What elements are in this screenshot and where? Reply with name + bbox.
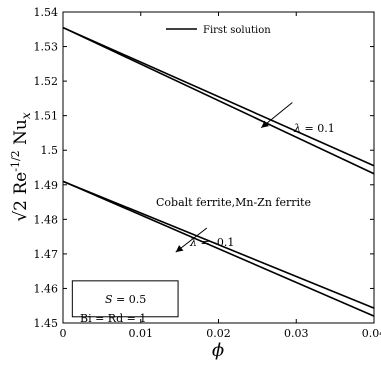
legend-box (160, 18, 290, 40)
legend-label-first-solution: First solution (203, 25, 271, 36)
fluids-annotation: Cobalt ferrite,Mn-Zn ferrite (156, 196, 311, 209)
parameter-box: S = 0.5 Bi = Rd = 1 (71, 280, 179, 325)
y-tick-label: 1.54 (34, 6, 59, 19)
plot-background (63, 12, 374, 323)
x-tick-label: 0.02 (206, 327, 231, 340)
series-line (62, 180, 375, 317)
y-tick-label: 1.49 (34, 179, 59, 192)
y-tick-label: 1.47 (34, 248, 59, 261)
annotation-arrow-head (261, 120, 269, 128)
y-tick-label: 1.46 (34, 282, 59, 295)
legend: First solution (160, 18, 290, 40)
lambda-top-annotation: λ = 0.1 (293, 122, 335, 135)
y-tick-label: 1.53 (34, 41, 59, 54)
y-tick-label: 1.45 (34, 317, 59, 330)
x-tick-label: 0.01 (129, 327, 154, 340)
parameter-box-frame (71, 280, 179, 318)
chart-marks: 0 0.01 0.02 0.03 0.04 1.45 1.46 1.47 1.48 1.49 1.5… (34, 6, 381, 340)
x-axis-label: ϕ (212, 340, 224, 361)
y-tick-label: 1.52 (34, 75, 59, 88)
parameter-box-line1: S = 0.5 (105, 293, 146, 306)
y-tick-label: 1.5 (41, 144, 59, 157)
y-axis-label: √2 Re-1/2 Nux (9, 112, 33, 222)
series-line (62, 180, 375, 309)
parameter-box-line2: Bi = Rd = 1 (80, 312, 146, 325)
series-line (62, 26, 375, 175)
x-tick-label: 0 (60, 327, 67, 340)
annotation-arrow-head (175, 245, 184, 253)
x-tick-label: 0.03 (284, 327, 309, 340)
series-line (62, 26, 375, 167)
y-tick-label: 1.48 (34, 213, 59, 226)
plot-frame (62, 11, 375, 324)
x-tick-label: 0.04 (362, 327, 381, 340)
y-tick-label: 1.51 (34, 110, 59, 123)
